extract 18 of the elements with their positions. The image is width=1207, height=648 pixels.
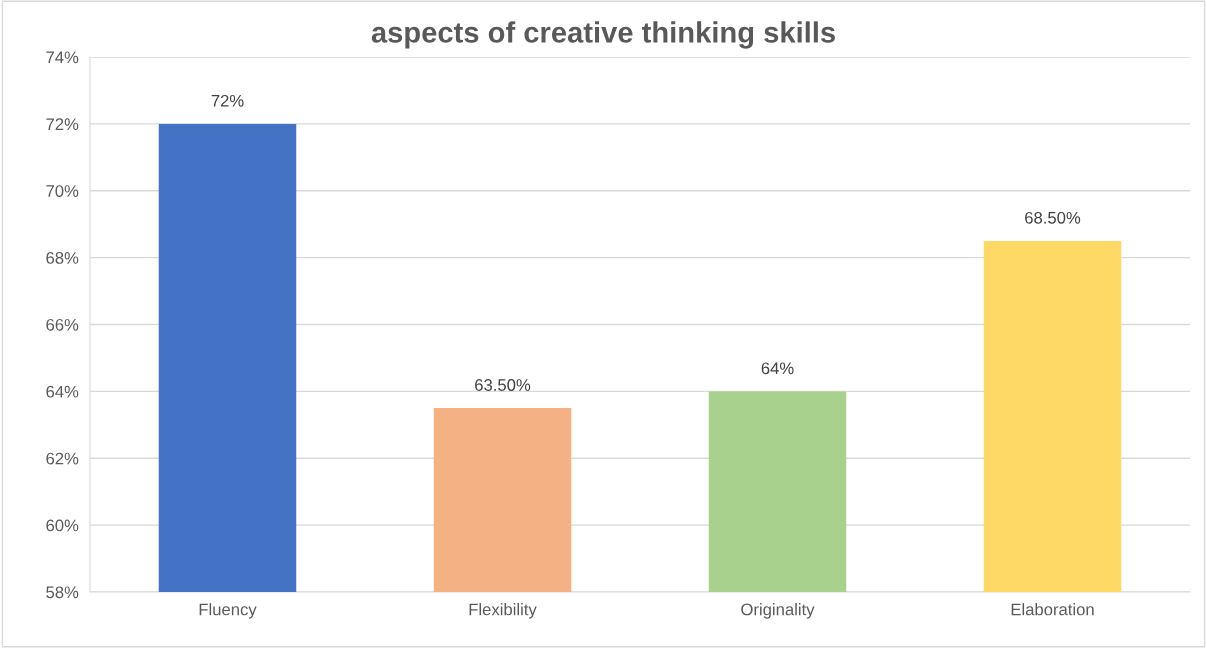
- x-tick-label: Flexibility: [469, 603, 537, 619]
- data-label: 68.50%: [1025, 211, 1081, 224]
- y-tick-label: 74%: [46, 51, 79, 64]
- data-label: 63.50%: [475, 379, 531, 391]
- x-tick-label: Elaboration: [1011, 603, 1094, 616]
- y-tick-label: 60%: [46, 519, 79, 532]
- y-tick-label: 68%: [46, 252, 79, 264]
- y-tick-label: 66%: [46, 318, 79, 331]
- y-tick-label: 64%: [46, 385, 79, 398]
- x-tick-label: Fluency: [199, 603, 257, 619]
- x-tick-label: Originality: [741, 603, 815, 619]
- data-label: 72%: [211, 94, 244, 107]
- y-tick-label: 72%: [46, 118, 79, 131]
- y-tick-label: 70%: [46, 185, 79, 197]
- y-tick-label: 58%: [46, 586, 79, 599]
- chart-title: aspects of creative thinking skills: [371, 21, 835, 49]
- y-tick-label: 62%: [46, 452, 79, 465]
- data-label: 64%: [761, 362, 794, 375]
